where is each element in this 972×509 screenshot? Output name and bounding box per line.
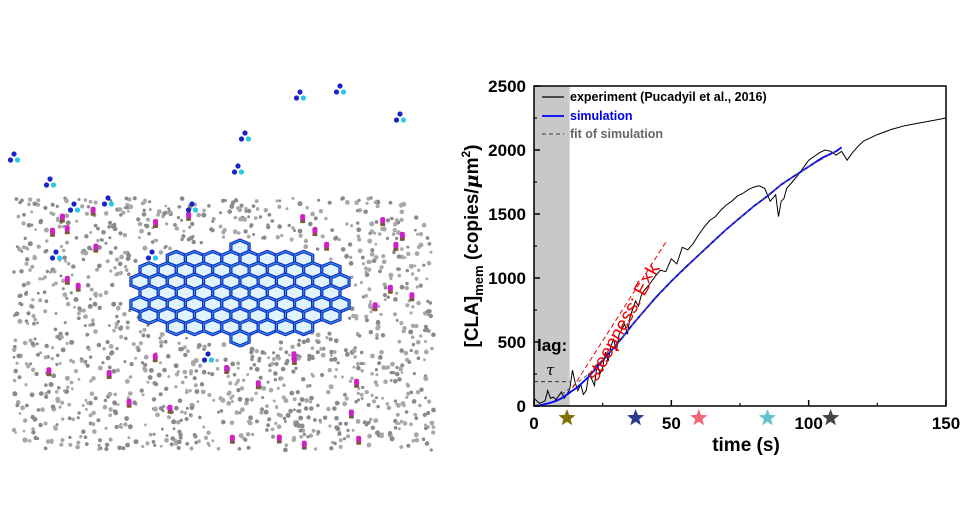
y-tick-label: 1000 (488, 269, 526, 288)
x-tick-label: 150 (932, 414, 960, 433)
timepoint-star (558, 409, 576, 426)
timepoint-star (690, 409, 708, 426)
series-layer (533, 117, 947, 407)
series-line-0 (533, 117, 947, 404)
x-tick-label: 100 (794, 414, 822, 433)
y-tick-label: 500 (498, 333, 526, 352)
lag-region (534, 86, 570, 406)
y-tick-label: 1500 (488, 205, 526, 224)
timepoint-star (627, 409, 645, 426)
x-axis-title: time (s) (712, 435, 780, 456)
timepoint-star (758, 409, 776, 426)
lipid-particles (11, 196, 436, 453)
series-line-1 (533, 146, 843, 407)
lag-label: lag: (537, 336, 567, 355)
clathrin-lattice (129, 238, 351, 348)
legend-label: simulation (570, 109, 633, 123)
y-tick-label: 2500 (488, 77, 526, 96)
axis-ticks (533, 85, 947, 407)
free-triskelia (7, 83, 407, 363)
steepness-dashed-line (572, 241, 667, 389)
legend: experiment (Pucadyil et al., 2016) simula… (542, 90, 767, 141)
series-line-2 (561, 150, 837, 395)
membrane-simulation-render (7, 83, 436, 453)
y-tick-label: 2000 (488, 141, 526, 160)
steepness-label: steepness: E×k (583, 260, 665, 385)
y-axis-title: [CLA]mem (copies/μm2) (459, 145, 486, 348)
lag-shade (534, 86, 570, 406)
y-tick-label: 0 (517, 397, 526, 416)
x-tick-label: 0 (529, 414, 538, 433)
timepoint-markers (558, 409, 840, 426)
legend-label: experiment (Pucadyil et al., 2016) (570, 90, 767, 104)
timepoint-star (822, 409, 840, 426)
legend-label: fit of simulation (570, 127, 663, 141)
x-tick-label: 50 (662, 414, 681, 433)
tau-label: τ (546, 361, 555, 379)
